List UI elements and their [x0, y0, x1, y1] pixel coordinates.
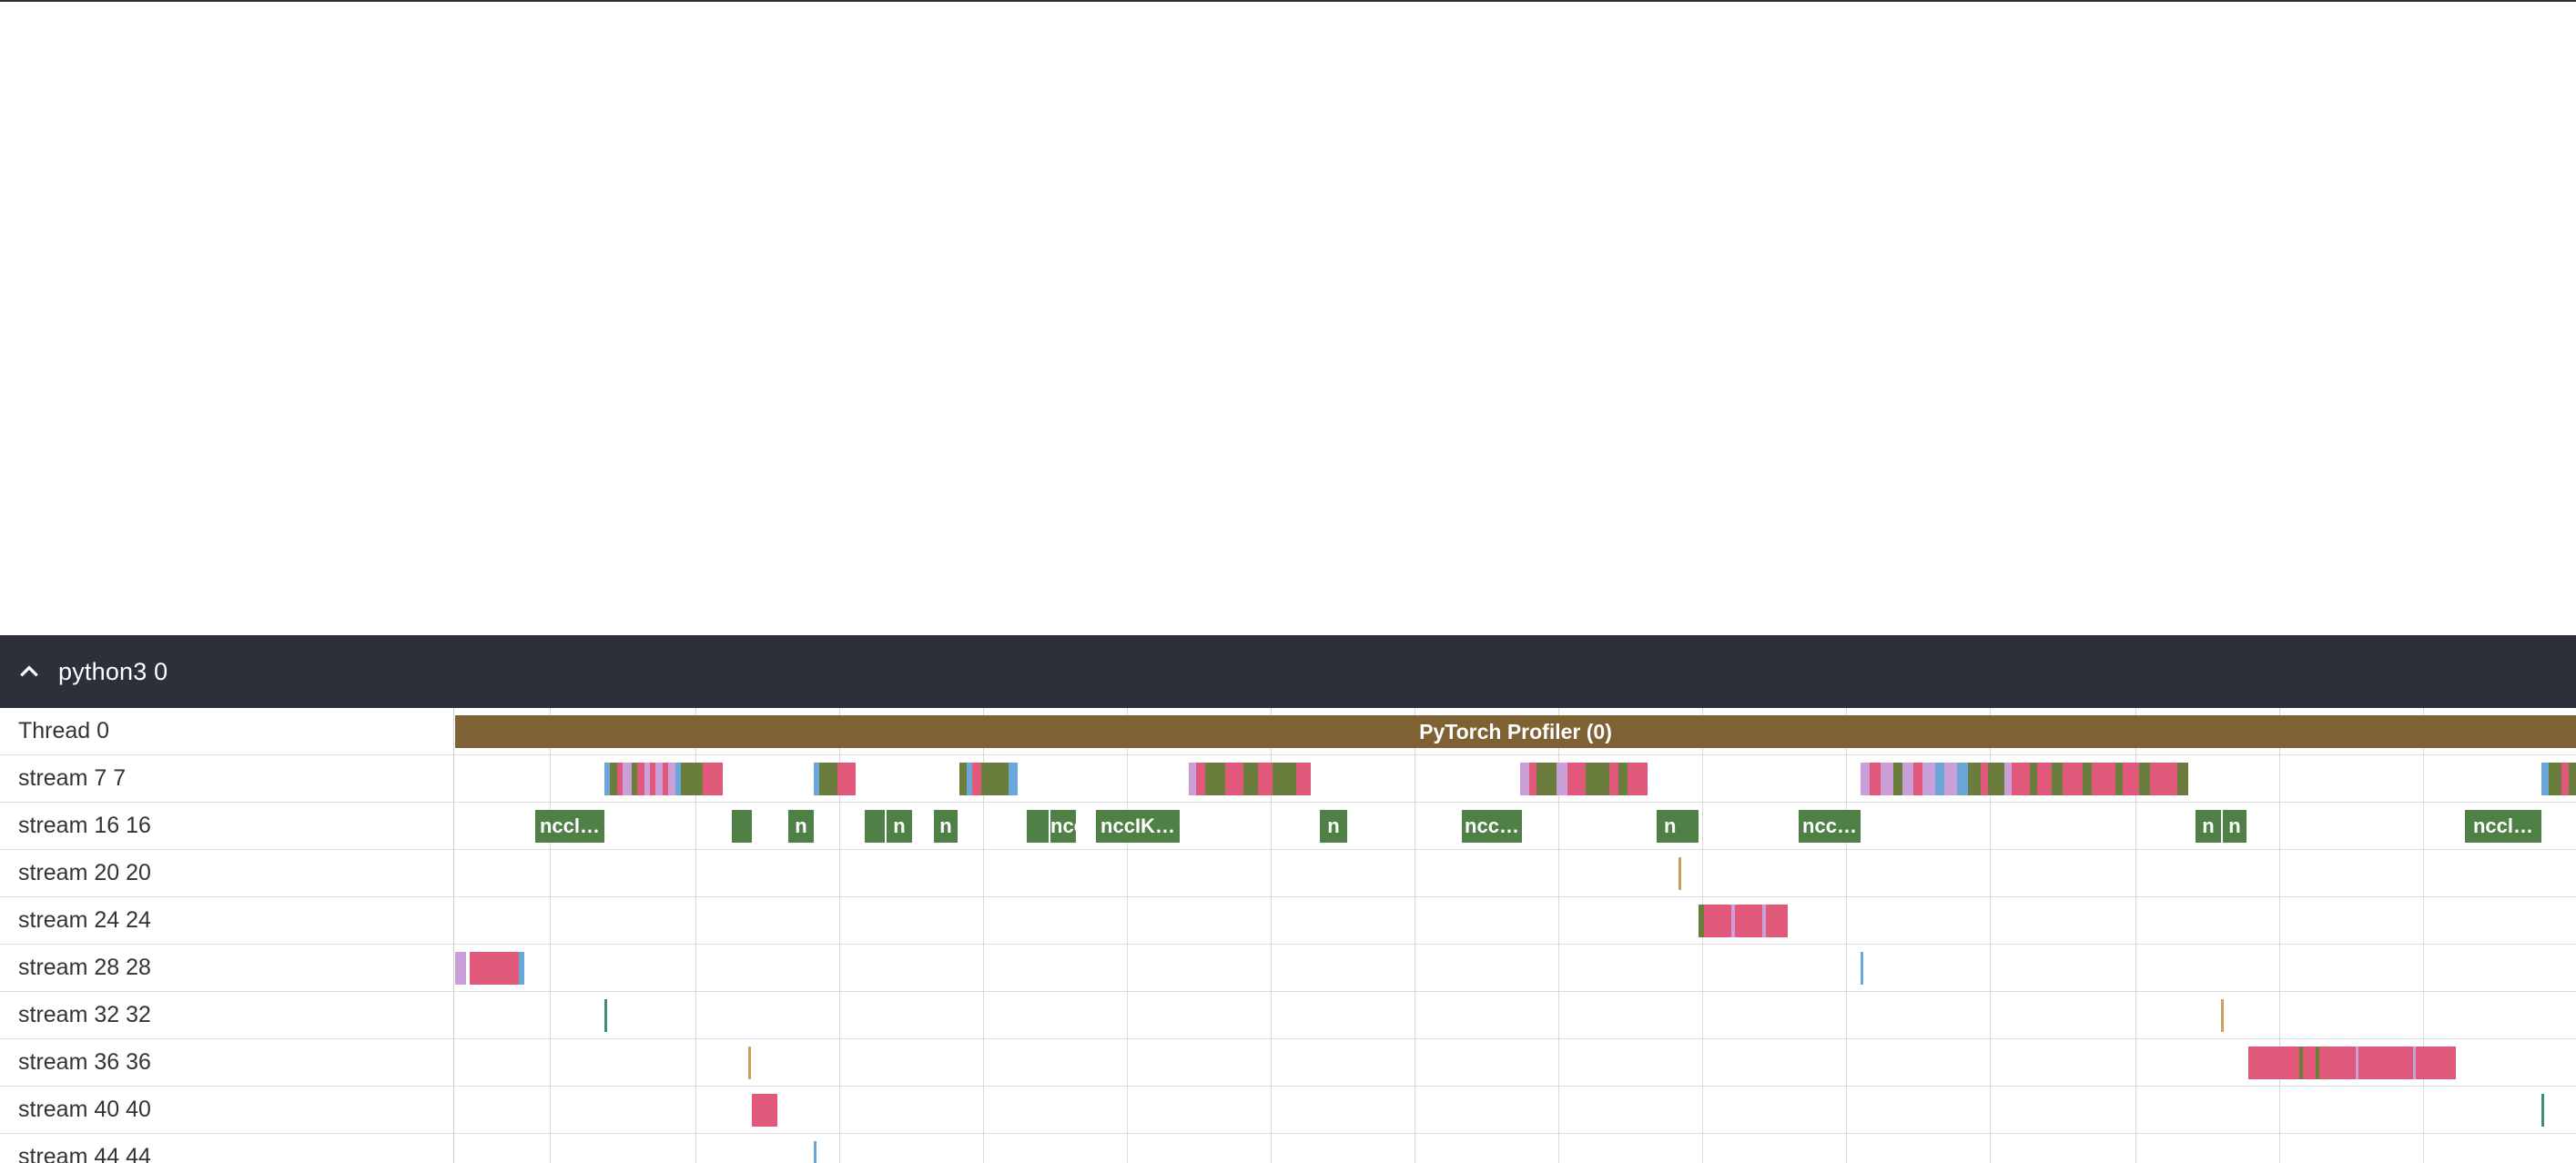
track-label: stream 24 24 [18, 907, 151, 933]
nccl-kernel-slice[interactable]: n [788, 810, 814, 843]
nccl-kernel-slice[interactable] [732, 810, 752, 843]
track-label: stream 40 40 [18, 1097, 151, 1122]
kernel-slice[interactable] [2541, 1094, 2544, 1127]
kernel-slice-group[interactable] [814, 763, 856, 795]
top-border [0, 0, 2576, 2]
nccl-kernel-slice[interactable]: n [2196, 810, 2221, 843]
kernel-slice[interactable] [814, 1141, 816, 1163]
nccl-kernel-slice[interactable]: nccl… [535, 810, 604, 843]
collapse-button[interactable] [0, 635, 58, 708]
track-label: stream 20 20 [18, 860, 151, 885]
kernel-slice-group[interactable] [1861, 763, 2188, 795]
nccl-kernel-slice[interactable]: n [1320, 810, 1347, 843]
nccl-kernel-slice: nccIK… [1049, 810, 1076, 843]
kernel-slice-group[interactable] [1189, 763, 1311, 795]
track-label: stream 7 7 [18, 765, 127, 791]
track-label: stream 32 32 [18, 1002, 151, 1027]
track-row-stream-40[interactable]: stream 40 40 [0, 1087, 2576, 1134]
track-row-stream-28[interactable]: stream 28 28 [0, 945, 2576, 992]
grid-line [695, 708, 696, 1163]
grid-line [2279, 708, 2280, 1163]
track-label: Thread 0 [18, 718, 110, 743]
kernel-slice-group[interactable] [455, 952, 524, 985]
kernel-slice[interactable] [2221, 999, 2224, 1032]
track-row-stream-44[interactable]: stream 44 44 [0, 1134, 2576, 1163]
track-row-stream-24[interactable]: stream 24 24 [0, 897, 2576, 945]
track-label: stream 16 16 [18, 813, 151, 838]
kernel-slice-group[interactable] [604, 763, 723, 795]
track-row-stream-7[interactable]: stream 7 7 [0, 755, 2576, 803]
grid-line [2135, 708, 2136, 1163]
grid-line [1558, 708, 1559, 1163]
grid-line [1990, 708, 1991, 1163]
timeline-empty-area [0, 2, 2576, 635]
label-divider [453, 708, 454, 1163]
kernel-slice-group[interactable] [1520, 763, 1648, 795]
chevron-up-icon [20, 665, 38, 677]
pytorch-profiler-slice[interactable]: PyTorch Profiler (0) [455, 715, 2576, 748]
nccl-kernel-slice[interactable] [1027, 810, 1049, 843]
kernel-slice-group[interactable] [1699, 905, 1788, 937]
nccl-kernel-slice[interactable]: nccIK… [1096, 810, 1180, 843]
process-header[interactable]: python3 0 [0, 635, 2576, 708]
process-title: python3 0 [58, 657, 168, 685]
track-area[interactable]: Thread 0 PyTorch Profiler (0) stream 7 7 [0, 708, 2576, 1163]
track-label: stream 44 44 [18, 1144, 151, 1163]
kernel-slice[interactable] [604, 999, 607, 1032]
track-row-thread-0[interactable]: Thread 0 PyTorch Profiler (0) [0, 708, 2576, 755]
kernel-slice-group[interactable] [2248, 1047, 2456, 1079]
kernel-slice-group[interactable] [2541, 763, 2576, 795]
kernel-slice[interactable] [1861, 952, 1863, 985]
nccl-kernel-slice[interactable] [865, 810, 885, 843]
nccl-kernel-slice[interactable]: n [885, 810, 912, 843]
nccl-kernel-slice[interactable]: ncc… [1462, 810, 1522, 843]
grid-line [550, 708, 551, 1163]
kernel-slice[interactable] [752, 1094, 777, 1127]
nccl-kernel-slice[interactable]: n [1657, 810, 1699, 843]
grid-line [2423, 708, 2424, 1163]
grid-line [983, 708, 984, 1163]
nccl-kernel-slice[interactable]: n [2221, 810, 2246, 843]
grid-line [1127, 708, 1128, 1163]
track-label: stream 28 28 [18, 955, 151, 980]
track-row-stream-16[interactable]: stream 16 16 nccl… n n n nccIK… nccIK… n… [0, 803, 2576, 850]
nccl-kernel-slice[interactable]: nccl… [2465, 810, 2541, 843]
track-row-stream-32[interactable]: stream 32 32 [0, 992, 2576, 1039]
track-row-stream-36[interactable]: stream 36 36 [0, 1039, 2576, 1087]
kernel-slice[interactable] [748, 1047, 751, 1079]
kernel-slice-group[interactable] [959, 763, 1018, 795]
track-label: stream 36 36 [18, 1049, 151, 1075]
kernel-slice[interactable] [1678, 857, 1681, 890]
grid-line [839, 708, 840, 1163]
grid-line [1271, 708, 1272, 1163]
nccl-kernel-slice[interactable]: ncc… [1799, 810, 1861, 843]
nccl-kernel-slice[interactable]: n [934, 810, 958, 843]
grid-line [1846, 708, 1847, 1163]
track-row-stream-20[interactable]: stream 20 20 [0, 850, 2576, 897]
